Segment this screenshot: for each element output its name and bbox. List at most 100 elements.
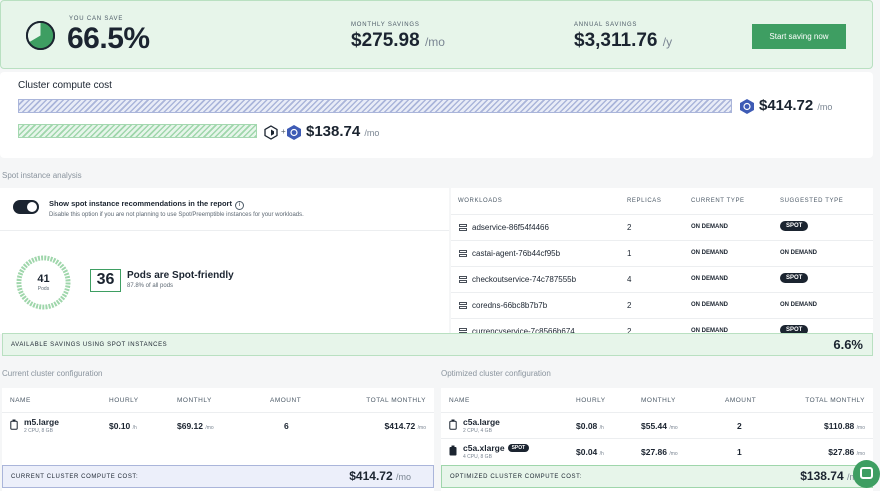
workload-replicas: 2 [627,327,632,334]
workload-name: currencyservice-7c8566b674 [472,327,575,334]
current-cost-footer-label: CURRENT CLUSTER COMPUTE COST: [11,474,139,480]
current-footer-unit: /mo [395,472,411,482]
divider [0,230,449,231]
monthly-price-unit: /mo [205,425,214,431]
instance-amount-amount: 2 [737,421,742,431]
optimized-cost-amount: $138.74 [306,123,361,140]
pods-total: 41 [37,273,50,285]
node-icon [449,419,457,430]
deployment-icon [459,302,467,309]
header-monthly: MONTHLY [177,397,212,404]
header-replicas: REPLICAS [627,198,662,204]
optimized-footer-amount: $138.74 [800,469,844,483]
monthly-savings-value: $275.98 /mo [351,30,445,52]
info-icon[interactable]: i [234,201,244,210]
spot-friendly-title: Pods are Spot-friendly [127,270,234,281]
optimized-cost-footer-label: OPTIMIZED CLUSTER COMPUTE COST: [450,474,582,480]
deployment-icon [459,250,467,257]
instance-amount-amount: 1 [737,447,742,457]
monthly-price: $27.86 /mo [641,447,678,457]
header-total-monthly: TOTAL MONTHLY [805,397,865,404]
workload-current-type: ON DEMAND [691,328,728,334]
hourly-price-unit: /h [599,425,604,431]
spot-toggle-title: Show spot instance recommendations in th… [49,199,244,210]
total-monthly-unit: /mo [856,425,865,431]
cluster-compute-cost-card: Cluster compute cost $414.72 /mo + $138.… [0,72,873,158]
instance-name: m5.large [24,417,59,427]
instance-type: m5.large [24,417,59,427]
optimized-config-section-label: Optimized cluster configuration [441,369,551,378]
current-cost-value: $414.72 /mo [759,97,832,114]
instance-amount-amount: 6 [284,421,289,431]
workload-row: currencyservice-7c8566b674 2 ON DEMAND SPOT [451,318,873,334]
current-cost-footer: CURRENT CLUSTER COMPUTE COST: $414.72 /m… [2,465,434,488]
optimized-cost-unit: /mo [364,128,380,138]
monthly-price-amount: $27.86 [641,447,667,457]
header-hourly: HOURLY [109,397,139,404]
instance-row: c5a.large 2 CPU, 4 GB $0.08 /h $55.44 /mo 2 $… [441,412,873,438]
workload-current-type: ON DEMAND [691,224,728,230]
current-cost-bar [18,99,732,113]
spot-badge: SPOT [780,325,809,334]
instance-name: c5a.xlarge SPOT [463,443,530,453]
optimized-cost-footer: OPTIMIZED CLUSTER COMPUTE COST: $138.74 … [441,465,873,488]
spot-recommendations-toggle[interactable] [13,200,39,214]
monthly-price-unit: /mo [669,451,678,457]
hourly-price: $0.08 /h [576,421,604,431]
instance-type: c5a.xlarge [463,443,505,453]
annual-savings-unit: /y [662,35,673,49]
spot-toggle-description: Disable this option if you are not plann… [49,212,304,218]
current-config-section-label: Current cluster configuration [2,369,103,378]
instance-amount: 2 [737,421,742,431]
you-can-save-label: YOU CAN SAVE [69,16,124,22]
spot-friendly-count: 36 [90,269,121,292]
instance-name: c5a.large [463,417,500,427]
monthly-price-amount: $55.44 [641,421,667,431]
hourly-price-unit: /h [599,451,604,457]
pods-ring-chart [16,255,71,310]
workload-current-type: ON DEMAND [691,302,728,308]
workload-name: adservice-86f54f4466 [472,223,549,232]
header-name: NAME [10,397,31,404]
instance-amount: 1 [737,447,742,457]
spot-friendly-percentage: 87.8% of all pods [127,283,174,289]
monthly-price-unit: /mo [669,425,678,431]
monthly-savings-amount: $275.98 [351,30,420,51]
hourly-price-unit: /h [132,425,137,431]
instance-amount: 6 [284,421,289,431]
total-monthly-amount: $110.88 [824,421,855,431]
cluster-compute-cost-title: Cluster compute cost [18,80,112,91]
workload-replicas: 2 [627,223,632,232]
savings-donut-icon [25,20,56,51]
monthly-price: $69.12 /mo [177,421,214,431]
workload-row: checkoutservice-74c787555b 4 ON DEMAND SPOT [451,266,873,292]
total-monthly-unit: /mo [417,425,426,431]
instance-type: c5a.large [463,417,500,427]
available-savings-label: AVAILABLE SAVINGS USING SPOT INSTANCES [11,342,168,348]
monthly-savings-unit: /mo [424,35,445,49]
workload-row: adservice-86f54f4466 2 ON DEMAND SPOT [451,214,873,240]
total-monthly: $27.86 /mo [828,447,865,457]
total-monthly: $110.88 /mo [824,421,865,431]
monthly-price-amount: $69.12 [177,421,203,431]
annual-savings-amount: $3,311.76 [574,30,658,51]
total-monthly-amount: $414.72 [384,421,416,431]
spot-badge: SPOT [507,444,530,452]
hourly-price-amount: $0.04 [576,447,598,457]
available-savings-value: 6.6% [833,337,863,352]
header-amount: AMOUNT [270,397,302,404]
spot-summary-panel: Show spot instance recommendations in th… [0,188,449,334]
instance-spec: 4 CPU, 8 GB [463,454,492,460]
you-can-save-value: 66.5% [67,22,150,55]
spot-badge: SPOT [780,273,809,283]
start-saving-button[interactable]: Start saving now [752,24,846,49]
chat-button[interactable] [853,460,880,488]
workload-suggested-type: ON DEMAND [780,250,817,256]
optimized-cost-value: $138.74 /mo [306,123,379,140]
toggle-knob [27,202,37,212]
kubernetes-icon [287,125,301,140]
monthly-price: $55.44 /mo [641,421,678,431]
workloads-table: WORKLOADS REPLICAS CURRENT TYPE SUGGESTE… [451,188,873,334]
spot-toggle-title-text: Show spot instance recommendations in th… [49,199,232,208]
header-total-monthly: TOTAL MONTHLY [366,397,426,404]
